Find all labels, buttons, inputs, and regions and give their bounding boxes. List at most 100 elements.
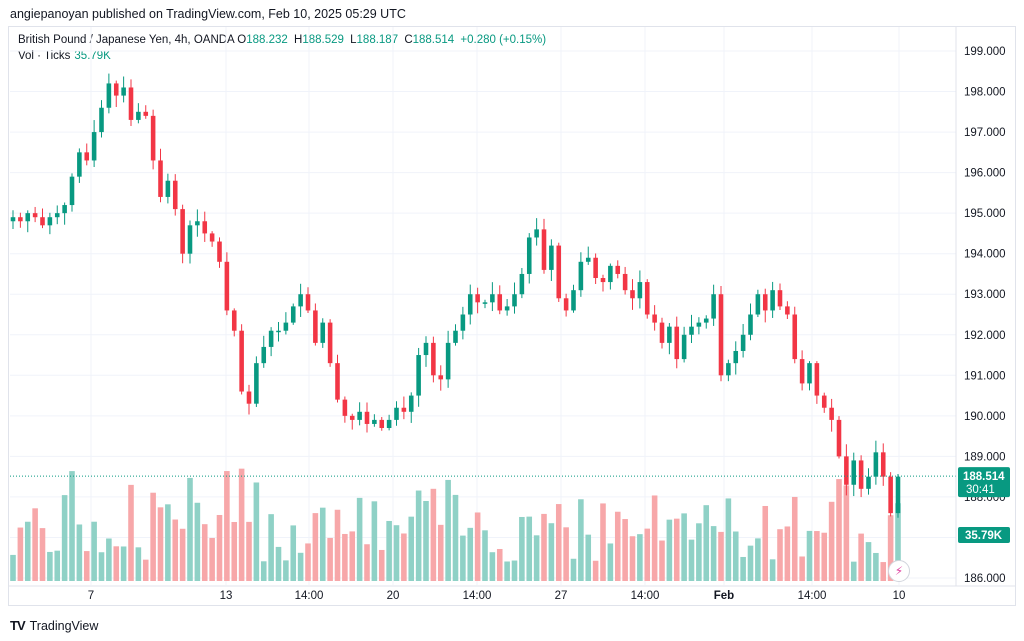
candle-body: [652, 314, 657, 323]
volume-bar: [172, 519, 179, 581]
brand-name: TradingView: [29, 618, 99, 633]
candle-body: [585, 257, 591, 262]
volume-bar: [644, 528, 651, 581]
volume-bar: [216, 514, 223, 581]
volume-bar: [17, 527, 24, 581]
volume-bar: [762, 505, 769, 581]
volume-bar: [371, 501, 378, 581]
candle-body: [268, 330, 274, 347]
volume-bar: [142, 559, 149, 581]
candle-body: [873, 452, 879, 477]
volume-bar: [821, 532, 828, 581]
volume-bar: [504, 561, 510, 581]
time-tick: 10: [893, 590, 906, 602]
time-tick: 14:00: [798, 590, 827, 602]
candle-body: [512, 294, 517, 307]
open-value: 188.232: [246, 34, 288, 46]
publisher-line: angiepanoyan published on TradingView.co…: [10, 7, 406, 21]
volume-bar: [496, 548, 503, 581]
change-value: +0.280 (+0.15%): [460, 34, 547, 46]
volume-bar: [231, 521, 238, 581]
volume-bar: [710, 526, 717, 581]
volume-bar: [460, 535, 466, 581]
volume-bar: [297, 552, 304, 581]
candle-body: [379, 419, 385, 429]
flash-icon[interactable]: ⚡: [888, 560, 910, 582]
candle-body: [290, 306, 296, 323]
price-tick: 193.000: [964, 289, 1006, 301]
candle-body: [320, 322, 326, 343]
candle-body: [571, 290, 576, 311]
candle-body: [445, 342, 451, 380]
volume-bar: [637, 534, 643, 581]
volume-bar: [850, 561, 857, 581]
candle-body: [143, 111, 149, 116]
volume-bar: [319, 507, 326, 581]
candle-body: [674, 326, 680, 360]
candle-body: [77, 152, 82, 177]
time-tick: 14:00: [463, 590, 492, 602]
candle-body: [777, 290, 783, 307]
candle-body: [711, 294, 716, 319]
volume-bar: [246, 521, 252, 581]
close-label: C: [404, 34, 413, 46]
volume-bar: [401, 533, 407, 581]
candle-body: [283, 322, 289, 331]
volume-bar: [157, 507, 164, 581]
time-tick: 27: [555, 590, 568, 602]
price-tick: 194.000: [964, 249, 1006, 261]
candle-body: [327, 322, 333, 364]
countdown-label: 30:41: [966, 484, 995, 496]
candle-body: [54, 213, 60, 218]
volume-bar: [666, 519, 673, 581]
volume-bar: [201, 524, 208, 581]
volume-bar: [836, 479, 842, 581]
candle-body: [526, 237, 532, 274]
volume-bar: [128, 484, 134, 581]
candle-body: [40, 217, 45, 226]
volume-bar: [437, 524, 444, 581]
time-tick: 14:00: [631, 590, 660, 602]
volume-bar: [275, 546, 282, 581]
volume-bar: [349, 531, 356, 581]
volume-bar: [578, 499, 584, 581]
price-tick: 186.000: [964, 573, 1006, 585]
price-axis[interactable]: 199.000 198.000 197.000 196.000 195.000 194.0…: [964, 46, 1006, 585]
candle-body: [401, 407, 407, 412]
volume-bar: [519, 516, 525, 581]
candle-body: [128, 87, 134, 120]
candle-body: [202, 221, 208, 234]
volume-bar: [342, 533, 348, 581]
candle-body: [239, 330, 244, 392]
volume-bar: [47, 551, 53, 581]
volume-bar: [607, 543, 614, 581]
volume-bar: [673, 518, 680, 581]
candle-body: [770, 290, 775, 311]
last-price-tag: 188.514 30:41: [958, 467, 1010, 498]
legend-ohlc: British Pound / Japanese Yen, 4h, OANDA …: [18, 34, 549, 46]
volume-bar: [187, 477, 193, 581]
candle-body: [408, 395, 414, 412]
volume-bar: [312, 513, 319, 581]
volume-bar: [165, 504, 171, 581]
volume-bar: [364, 544, 370, 581]
candle-body: [113, 83, 119, 96]
volume-bar: [600, 503, 606, 581]
candle-body: [622, 273, 628, 291]
candle-body: [10, 217, 16, 222]
volume-bar: [814, 531, 820, 581]
volume-bar: [290, 525, 297, 581]
volume-bar: [238, 468, 245, 581]
candle-body: [851, 460, 857, 485]
tradingview-logo-icon: TV: [10, 618, 26, 633]
volume-bar: [828, 501, 835, 581]
candle-body: [807, 363, 812, 384]
volume-bar: [799, 556, 805, 581]
volume-bar: [873, 552, 879, 581]
candle-body: [888, 476, 893, 514]
volume-bar: [445, 479, 451, 581]
candle-body: [615, 265, 621, 274]
time-axis[interactable]: 7 13 14:00 20 14:00 27 14:00 Feb 14:00 10: [88, 590, 906, 602]
candle-body: [733, 350, 739, 364]
